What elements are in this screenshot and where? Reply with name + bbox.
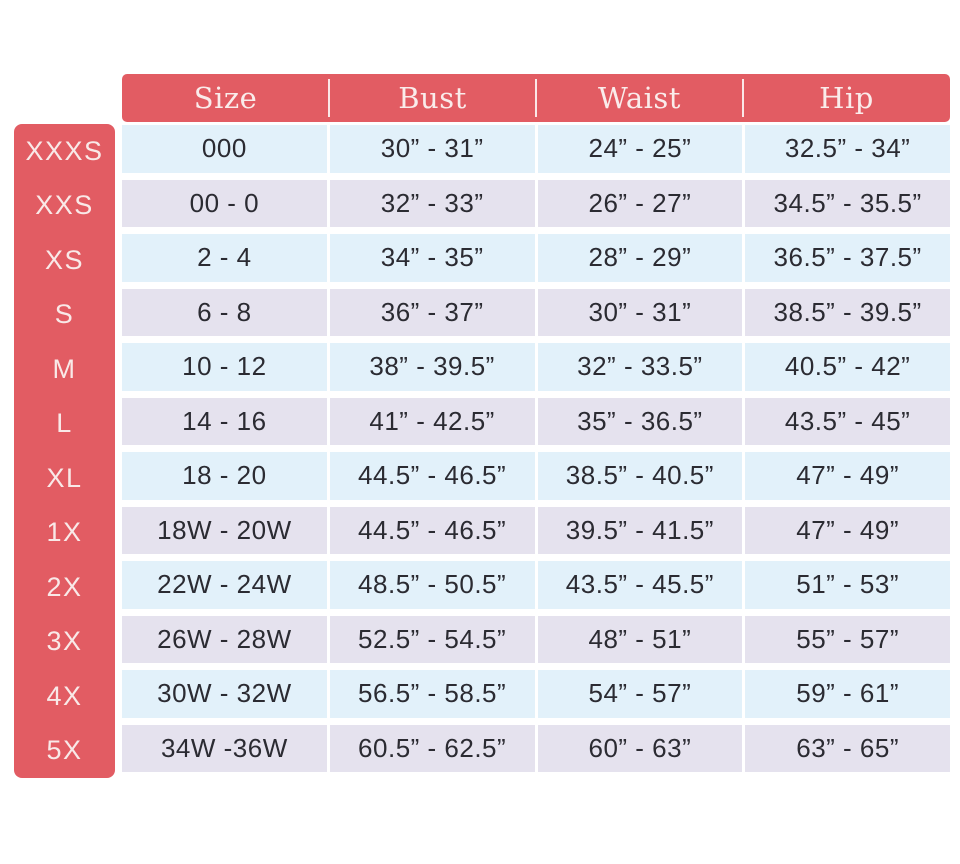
table-cell: 56.5” - 58.5”: [329, 670, 535, 718]
table-cell: 34.5” - 35.5”: [745, 179, 950, 227]
table-row: 2 - 4 34” - 35” 28” - 29” 36.5” - 37.5”: [122, 234, 950, 282]
table-row: 14 - 16 41” - 42.5” 35” - 36.5” 43.5” - 45”: [122, 397, 950, 445]
table-cell: 32” - 33”: [329, 179, 535, 227]
table-cell: 26” - 27”: [537, 179, 743, 227]
table-row: 00 - 0 32” - 33” 26” - 27” 34.5” - 35.5”: [122, 179, 950, 227]
table-cell: 14 - 16: [122, 397, 327, 445]
table-cell: 000: [122, 125, 327, 173]
table-body: 000 30” - 31” 24” - 25” 32.5” - 34” 00 - 0 32…: [122, 125, 950, 772]
table-cell: 32.5” - 34”: [745, 125, 950, 173]
table-cell: 44.5” - 46.5”: [329, 452, 535, 500]
table-row: 10 - 12 38” - 39.5” 32” - 33.5” 40.5” - 42”: [122, 343, 950, 391]
table-cell: 60.5” - 62.5”: [329, 724, 535, 772]
size-label: L: [56, 408, 73, 439]
size-label: XS: [44, 244, 85, 275]
table-cell: 41” - 42.5”: [329, 397, 535, 445]
table-cell: 63” - 65”: [745, 724, 950, 772]
table-cell: 34W -36W: [122, 724, 327, 772]
table-cell: 10 - 12: [122, 343, 327, 391]
size-label: 5X: [46, 735, 83, 766]
header-row: Size Bust Waist Hip: [122, 74, 950, 122]
size-label: 1X: [46, 517, 83, 548]
table-cell: 47” - 49”: [745, 506, 950, 554]
table-row: 34W -36W 60.5” - 62.5” 60” - 63” 63” - 65”: [122, 724, 950, 772]
column-header: Hip: [742, 74, 950, 122]
table-cell: 60” - 63”: [537, 724, 743, 772]
table-cell: 30” - 31”: [329, 125, 535, 173]
table-cell: 48.5” - 50.5”: [329, 561, 535, 609]
table-cell: 59” - 61”: [745, 670, 950, 718]
table-cell: 54” - 57”: [537, 670, 743, 718]
size-label: XXXS: [25, 135, 104, 166]
table-cell: 22W - 24W: [122, 561, 327, 609]
table-cell: 43.5” - 45”: [745, 397, 950, 445]
table-cell: 39.5” - 41.5”: [537, 506, 743, 554]
table-cell: 36.5” - 37.5”: [745, 234, 950, 282]
size-label: XXS: [35, 190, 94, 221]
table-cell: 26W - 28W: [122, 615, 327, 663]
size-label: 2X: [46, 571, 83, 602]
table-row: 18W - 20W 44.5” - 46.5” 39.5” - 41.5” 47” -…: [122, 506, 950, 554]
table-cell: 30” - 31”: [537, 288, 743, 336]
table-cell: 36” - 37”: [329, 288, 535, 336]
column-header: Waist: [535, 74, 743, 122]
table-cell: 35” - 36.5”: [537, 397, 743, 445]
table-cell: 51” - 53”: [745, 561, 950, 609]
size-sidebar: XXXS XXS XS S M L XL 1X 2X 3X 4X 5X: [14, 124, 115, 778]
size-label: 4X: [46, 680, 83, 711]
table-cell: 52.5” - 54.5”: [329, 615, 535, 663]
table-cell: 34” - 35”: [329, 234, 535, 282]
table-cell: 6 - 8: [122, 288, 327, 336]
table-cell: 38.5” - 40.5”: [537, 452, 743, 500]
table-row: 18 - 20 44.5” - 46.5” 38.5” - 40.5” 47” - 4…: [122, 452, 950, 500]
table-cell: 47” - 49”: [745, 452, 950, 500]
table-cell: 55” - 57”: [745, 615, 950, 663]
column-header: Size: [193, 81, 258, 115]
size-label: M: [52, 353, 77, 384]
table-cell: 2 - 4: [122, 234, 327, 282]
table-cell: 40.5” - 42”: [745, 343, 950, 391]
size-label: 3X: [46, 626, 83, 657]
table-cell: 38” - 39.5”: [329, 343, 535, 391]
table-row: 000 30” - 31” 24” - 25” 32.5” - 34”: [122, 125, 950, 173]
table-cell: 38.5” - 39.5”: [745, 288, 950, 336]
table-row: 6 - 8 36” - 37” 30” - 31” 38.5” - 39.5”: [122, 288, 950, 336]
size-label: XL: [46, 462, 83, 493]
size-label: S: [54, 299, 75, 330]
column-header: Bust: [328, 74, 536, 122]
table-cell: 30W - 32W: [122, 670, 327, 718]
table-cell: 00 - 0: [122, 179, 327, 227]
table-cell: 18W - 20W: [122, 506, 327, 554]
table-cell: 43.5” - 45.5”: [537, 561, 743, 609]
table-cell: 32” - 33.5”: [537, 343, 743, 391]
table-cell: 24” - 25”: [537, 125, 743, 173]
table-cell: 44.5” - 46.5”: [329, 506, 535, 554]
table-cell: 18 - 20: [122, 452, 327, 500]
table-row: 26W - 28W 52.5” - 54.5” 48” - 51” 55” - 57”: [122, 615, 950, 663]
table-row: 30W - 32W 56.5” - 58.5” 54” - 57” 59” - 61”: [122, 670, 950, 718]
table-cell: 28” - 29”: [537, 234, 743, 282]
table-row: 22W - 24W 48.5” - 50.5” 43.5” - 45.5” 51” -…: [122, 561, 950, 609]
table-cell: 48” - 51”: [537, 615, 743, 663]
